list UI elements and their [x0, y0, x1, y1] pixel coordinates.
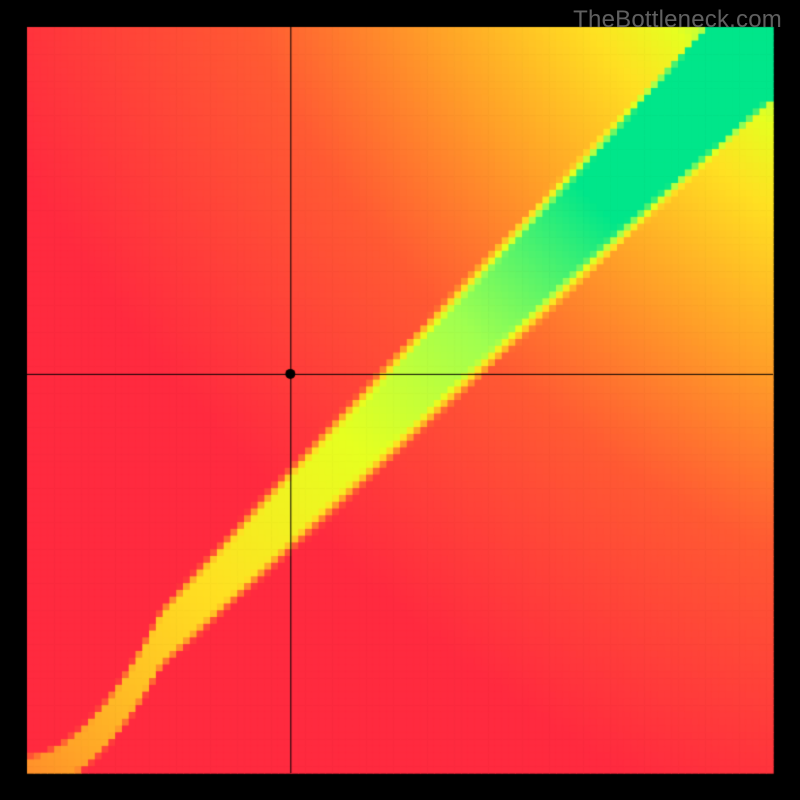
heatmap-canvas	[0, 0, 800, 800]
chart-container: TheBottleneck.com	[0, 0, 800, 800]
watermark-text: TheBottleneck.com	[573, 6, 782, 34]
